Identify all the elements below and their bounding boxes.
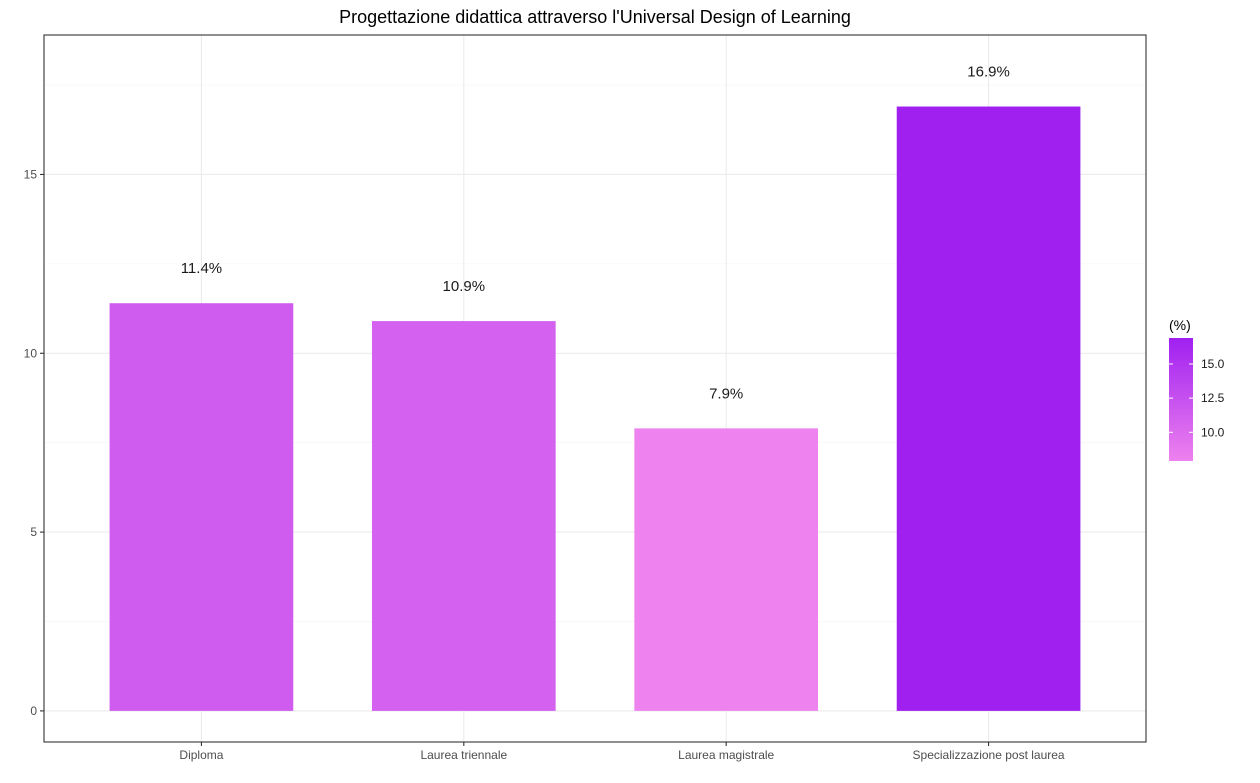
bar [109,303,294,711]
bar [371,321,556,711]
y-tick-label: 10 [24,346,38,360]
chart-title: Progettazione didattica attraverso l'Uni… [339,7,851,27]
x-tick-label: Specializzazione post laurea [913,748,1065,762]
legend-ticks: 10.0 12.5 15.0 [1169,357,1225,439]
x-tick-label: Laurea magistrale [678,748,774,762]
legend-colorbar [1169,338,1193,461]
legend-tick-label: 12.5 [1201,391,1225,405]
data-labels: 11.4% 10.9% 7.9% 16.9% [181,64,1010,403]
x-tick-label: Diploma [179,748,223,762]
color-legend: (%) 10.0 12.5 15.0 [1169,317,1225,461]
bar [634,428,819,711]
bars [109,106,1081,711]
data-label: 11.4% [181,260,222,277]
data-label: 10.9% [443,278,486,295]
data-label: 7.9% [709,385,743,402]
legend-title: (%) [1169,317,1191,333]
x-axis: Diploma Laurea triennale Laurea magistrale… [179,742,1065,762]
y-tick-label: 15 [24,167,38,181]
y-tick-label: 0 [30,704,37,718]
data-label: 16.9% [967,64,1010,81]
legend-tick-label: 10.0 [1201,425,1225,439]
y-axis: 0 5 10 15 [24,167,44,718]
bar [896,106,1081,711]
plot-border [43,34,1147,743]
y-tick-label: 5 [30,525,37,539]
x-tick-label: Laurea triennale [420,748,507,762]
legend-tick-label: 15.0 [1201,357,1225,371]
